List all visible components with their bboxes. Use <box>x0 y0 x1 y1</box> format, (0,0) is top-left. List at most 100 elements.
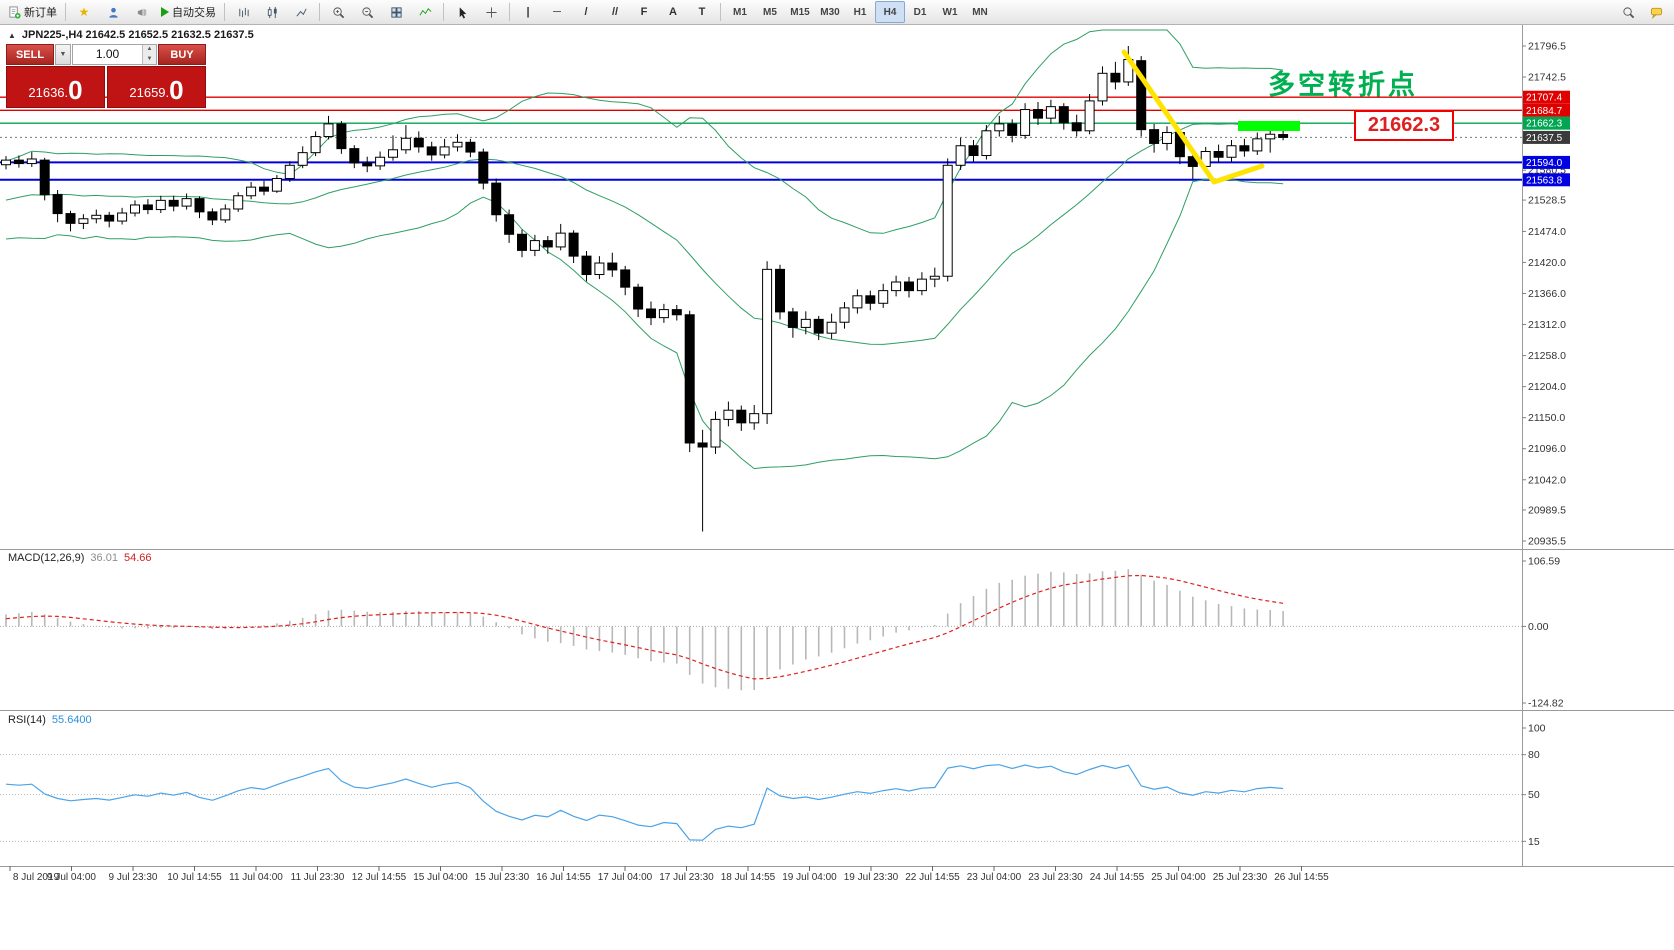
favorites-button[interactable]: ★ <box>70 1 98 23</box>
timeframe-button-W1[interactable]: W1 <box>942 6 958 18</box>
zoom-in-button[interactable] <box>324 1 352 23</box>
tile-windows-button[interactable] <box>382 1 410 23</box>
svg-text:19 Jul 23:30: 19 Jul 23:30 <box>844 872 899 883</box>
text-icon: A <box>669 6 677 18</box>
svg-text:11 Jul 23:30: 11 Jul 23:30 <box>291 872 345 883</box>
svg-text:20989.5: 20989.5 <box>1528 504 1566 516</box>
macd-name: MACD(12,26,9) <box>8 552 85 564</box>
crosshair-icon <box>485 6 497 18</box>
volume-value[interactable]: 1.00 <box>95 47 120 61</box>
timeframe-button-M1[interactable]: M1 <box>733 6 747 18</box>
indicators-button[interactable] <box>411 1 439 23</box>
chat-button[interactable] <box>1642 1 1670 23</box>
announcement-icon <box>137 8 146 16</box>
cursor-button[interactable] <box>448 1 476 23</box>
svg-text:11 Jul 04:00: 11 Jul 04:00 <box>229 872 283 883</box>
sell-price-big: 0 <box>68 75 83 105</box>
svg-text:21312.0: 21312.0 <box>1528 319 1566 331</box>
line-chart-icon <box>295 8 307 17</box>
buy-button[interactable]: BUY <box>158 44 206 65</box>
svg-text:18 Jul 14:55: 18 Jul 14:55 <box>721 872 776 883</box>
fibonacci-button[interactable]: F <box>630 1 658 23</box>
svg-text:9 Jul 23:30: 9 Jul 23:30 <box>109 872 158 883</box>
svg-text:21637.5: 21637.5 <box>1526 133 1563 144</box>
candlestick-chart-icon <box>267 6 277 18</box>
sell-price-box[interactable]: 21636. 0 <box>6 66 105 108</box>
svg-text:50: 50 <box>1528 789 1540 801</box>
toolbar-separator <box>319 3 320 21</box>
timeframe-button-H1[interactable]: H1 <box>853 6 867 18</box>
horizontal-line-button[interactable]: ─ <box>543 1 571 23</box>
profile-icon <box>108 7 118 18</box>
trendline-button[interactable]: / <box>572 1 600 23</box>
toolbar: 新订单 ★ 自动交易 <box>0 0 1674 25</box>
order-type-dropdown[interactable]: ▼ <box>55 44 71 65</box>
timeframe-button-M5[interactable]: M5 <box>763 6 777 18</box>
svg-text:15: 15 <box>1528 836 1540 848</box>
channel-button[interactable]: // <box>601 1 629 23</box>
trendline-icon: / <box>584 6 588 18</box>
rsi-pane-label: RSI(14) 55.6400 <box>8 714 92 726</box>
price-callout-box[interactable]: 21662.3 <box>1354 110 1454 141</box>
svg-text:21707.4: 21707.4 <box>1526 93 1563 104</box>
svg-text:21594.0: 21594.0 <box>1526 158 1563 169</box>
sell-button[interactable]: SELL <box>6 44 54 65</box>
svg-text:21796.5: 21796.5 <box>1528 41 1566 53</box>
announcement-button[interactable] <box>128 1 156 23</box>
tile-windows-icon <box>390 6 402 18</box>
indicators-icon <box>419 7 431 16</box>
volume-field[interactable]: 1.00 ▲ ▼ <box>72 44 157 65</box>
timeframe-button-MN[interactable]: MN <box>972 6 988 18</box>
sell-price-main: 21636. <box>28 85 69 100</box>
chat-icon <box>1650 7 1662 19</box>
timeframe-group: M1 M5 M15 M30 H1 H4 D1 W1 MN <box>725 1 995 23</box>
svg-text:19 Jul 04:00: 19 Jul 04:00 <box>782 872 837 883</box>
timeframe-button-M30[interactable]: M30 <box>820 6 840 18</box>
svg-text:9 Jul 04:00: 9 Jul 04:00 <box>47 872 96 883</box>
timeframe-button-M15[interactable]: M15 <box>790 6 810 18</box>
vertical-line-button[interactable]: | <box>514 1 542 23</box>
svg-text:100: 100 <box>1528 723 1546 735</box>
svg-text:24 Jul 14:55: 24 Jul 14:55 <box>1090 872 1145 883</box>
text-tool-button[interactable]: A <box>659 1 687 23</box>
zoom-in-icon <box>332 6 344 18</box>
turning-point-annotation[interactable]: 多空转折点 <box>1268 70 1418 100</box>
svg-text:21563.8: 21563.8 <box>1526 175 1563 186</box>
volume-stepper: ▲ ▼ <box>142 45 156 64</box>
profile-button[interactable] <box>99 1 127 23</box>
buy-price-box[interactable]: 21659. 0 <box>107 66 206 108</box>
svg-text:8 Jul 2019: 8 Jul 2019 <box>13 872 60 883</box>
timeframe-button-H4[interactable]: H4 <box>875 1 905 23</box>
one-click-trading-panel: SELL ▼ 1.00 ▲ ▼ BUY 21636. 0 21659. 0 <box>6 44 206 108</box>
toolbar-separator <box>65 3 66 21</box>
macd-signal-value: 54.66 <box>123 552 152 564</box>
stepper-up-icon[interactable]: ▲ <box>143 45 156 55</box>
svg-text:17 Jul 04:00: 17 Jul 04:00 <box>598 872 653 883</box>
svg-text:17 Jul 23:30: 17 Jul 23:30 <box>659 872 714 883</box>
star-icon: ★ <box>78 5 90 19</box>
zoom-out-button[interactable] <box>353 1 381 23</box>
toolbar-separator <box>224 3 225 21</box>
zoom-out-icon <box>361 6 373 18</box>
svg-text:21742.5: 21742.5 <box>1528 72 1566 84</box>
label-tool-button[interactable]: T <box>688 1 716 23</box>
autotrade-button[interactable]: 自动交易 <box>157 1 220 23</box>
candlestick-chart-button[interactable] <box>258 1 286 23</box>
svg-text:23 Jul 23:30: 23 Jul 23:30 <box>1028 872 1083 883</box>
new-order-button[interactable]: 新订单 <box>4 1 61 23</box>
svg-text:15 Jul 04:00: 15 Jul 04:00 <box>413 872 468 883</box>
one-click-collapse-icon[interactable]: ▲ <box>8 30 16 40</box>
crosshair-button[interactable] <box>477 1 505 23</box>
timeframe-button-D1[interactable]: D1 <box>913 6 927 18</box>
search-icon <box>1622 6 1634 18</box>
autotrade-label: 自动交易 <box>172 7 216 19</box>
line-chart-button[interactable] <box>287 1 315 23</box>
channel-icon: // <box>611 6 619 18</box>
toolbar-right-group <box>1614 1 1670 23</box>
svg-text:20935.5: 20935.5 <box>1528 536 1566 548</box>
bar-chart-button[interactable] <box>229 1 257 23</box>
search-button[interactable] <box>1614 1 1642 23</box>
stepper-down-icon[interactable]: ▼ <box>143 54 156 64</box>
svg-text:21420.0: 21420.0 <box>1528 257 1566 269</box>
